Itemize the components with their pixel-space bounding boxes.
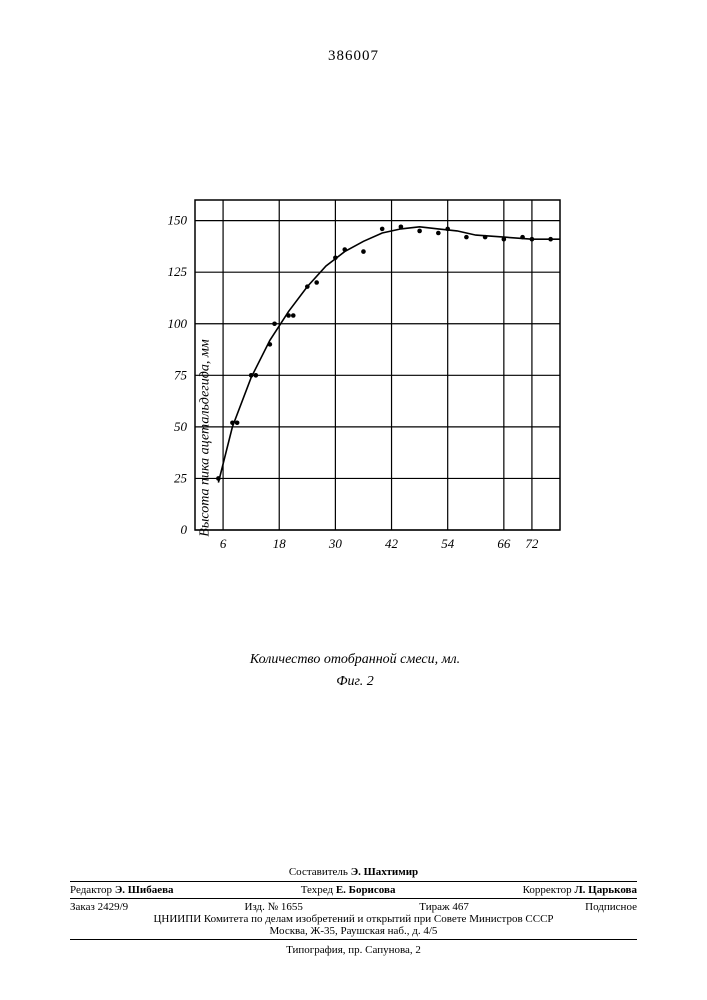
footer: Составитель Э. Шахтимир Редактор Э. Шиба… <box>70 866 637 956</box>
editor: Редактор Э. Шибаева <box>70 884 174 896</box>
chart: 6 18 30 42 54 66 72 0 25 50 75 100 125 150 Высота пик… <box>145 190 565 640</box>
editor-label: Редактор <box>70 884 112 896</box>
x-axis-label: Количество отобранной смеси, мл. <box>145 652 565 668</box>
tech-editor-label: Техред <box>301 884 333 896</box>
svg-text:100: 100 <box>168 316 188 331</box>
order-value: 2429/9 <box>98 901 129 913</box>
svg-text:6: 6 <box>220 536 227 551</box>
svg-text:30: 30 <box>328 536 343 551</box>
svg-text:66: 66 <box>497 536 511 551</box>
editor-name: Э. Шибаева <box>115 884 174 896</box>
hr3 <box>70 939 637 940</box>
tirazh-label: Тираж <box>419 901 449 913</box>
compiler-line: Составитель Э. Шахтимир <box>70 866 637 878</box>
svg-text:18: 18 <box>273 536 287 551</box>
izd-label: Изд. <box>244 901 264 913</box>
signed: Подписное <box>585 901 637 913</box>
svg-text:150: 150 <box>168 213 188 228</box>
compiler-label: Составитель <box>289 866 348 878</box>
svg-text:54: 54 <box>441 536 455 551</box>
svg-text:75: 75 <box>174 367 188 382</box>
tech-editor-name: Е. Борисова <box>336 884 396 896</box>
corrector-label: Корректор <box>523 884 572 896</box>
svg-text:125: 125 <box>168 264 188 279</box>
tirazh-value: 467 <box>452 901 469 913</box>
svg-text:42: 42 <box>385 536 399 551</box>
hr1 <box>70 881 637 882</box>
svg-text:72: 72 <box>525 536 539 551</box>
organization: ЦНИИПИ Комитета по делам изобретений и о… <box>70 913 637 925</box>
svg-text:25: 25 <box>174 470 188 485</box>
address: Москва, Ж-35, Раушская наб., д. 4/5 <box>70 925 637 937</box>
corrector: Корректор Л. Царькова <box>523 884 637 896</box>
order: Заказ 2429/9 <box>70 901 128 913</box>
izd-value: № 1655 <box>268 901 303 913</box>
order-label: Заказ <box>70 901 95 913</box>
svg-text:50: 50 <box>174 419 188 434</box>
y-axis-label: Высота пика ацетальдегида, мм <box>198 339 214 536</box>
tirazh: Тираж 467 <box>419 901 469 913</box>
izd: Изд. № 1655 <box>244 901 302 913</box>
svg-text:0: 0 <box>181 522 188 537</box>
typography: Типография, пр. Сапунова, 2 <box>70 944 637 956</box>
corrector-name: Л. Царькова <box>574 884 637 896</box>
document-number: 386007 <box>0 48 707 65</box>
editor-row: Редактор Э. Шибаева Техред Е. Борисова К… <box>70 884 637 896</box>
order-row: Заказ 2429/9 Изд. № 1655 Тираж 467 Подпи… <box>70 901 637 913</box>
compiler-name: Э. Шахтимир <box>351 866 418 878</box>
tech-editor: Техред Е. Борисова <box>301 884 396 896</box>
figure-caption: Фиг. 2 <box>145 674 565 690</box>
hr2 <box>70 898 637 899</box>
page: 386007 6 18 30 42 54 66 72 0 25 50 75 100 125 150 Выс… <box>0 0 707 1000</box>
